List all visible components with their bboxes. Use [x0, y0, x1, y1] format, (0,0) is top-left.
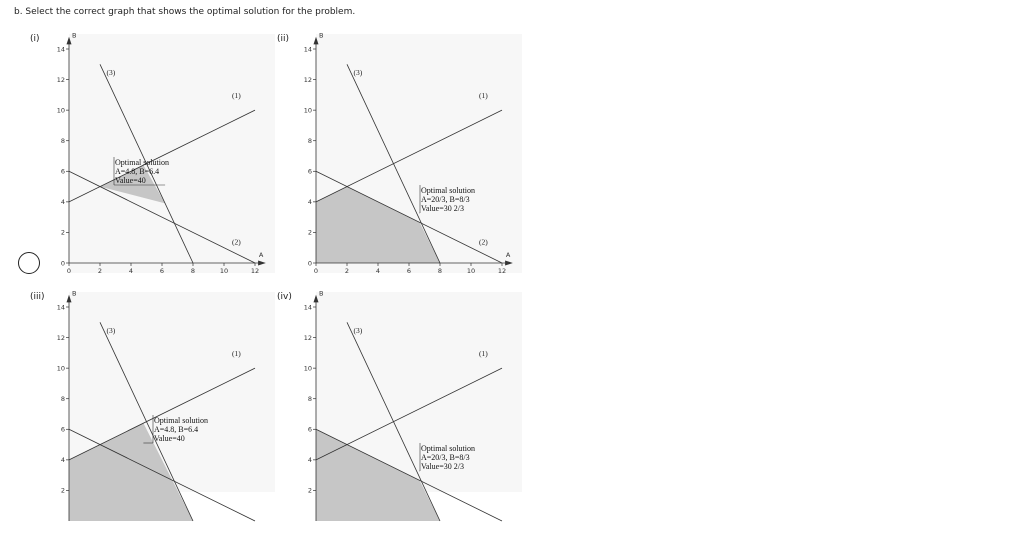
y-tick-label: 8 — [308, 395, 312, 403]
y-axis-arrow — [313, 36, 319, 45]
constraint-line-3 — [99, 64, 194, 264]
y-tick-label: 12 — [57, 76, 65, 84]
y-tick-label: 0 — [61, 259, 65, 267]
constraint-line-2 — [68, 170, 256, 264]
y-tick-label: 12 — [304, 76, 312, 84]
chart-ii: B A 0 2 4 6 8 10 12 14 0 2 4 6 8 10 12 (1) (2) (3) Optimal s… — [304, 32, 522, 275]
y-axis-label: B — [72, 290, 76, 298]
y-tick-label: 14 — [57, 303, 65, 311]
y-tick-label: 4 — [308, 456, 312, 464]
annotation-title: Optimal solution — [421, 186, 475, 195]
plot-background — [69, 34, 275, 273]
annotation-coords: A=4.8, B=6.4 — [115, 167, 159, 176]
x-axis-arrow — [258, 260, 266, 266]
annotation-value: Value=40 — [154, 434, 185, 443]
constraint-label-3: (3) — [353, 326, 362, 335]
y-tick-label: 6 — [308, 168, 312, 176]
constraint-label-3: (3) — [106, 68, 115, 77]
annotation-title: Optimal solution — [115, 158, 169, 167]
y-tick-label: 4 — [61, 456, 65, 464]
y-tick-label: 2 — [308, 229, 312, 237]
y-axis-label: B — [319, 290, 323, 298]
annotation-value: Value=30 2/3 — [421, 204, 464, 213]
y-tick-label: 8 — [308, 137, 312, 145]
x-axis-label: A — [259, 251, 264, 259]
y-tick-label: 10 — [304, 106, 312, 114]
x-tick-label: 0 — [67, 267, 71, 275]
y-axis-arrow — [66, 36, 72, 45]
y-tick-label: 8 — [61, 137, 65, 145]
option-label: (ii) — [277, 34, 290, 44]
question-text: b. Select the correct graph that shows t… — [14, 7, 356, 17]
constraint-line-3 — [346, 322, 441, 522]
x-tick-label: 8 — [438, 267, 442, 275]
option-label: (i) — [30, 34, 40, 44]
graph-option-iii[interactable]: (iii) B 2 4 6 8 10 12 14 (1) (3) Optimal solution A… — [30, 290, 285, 542]
constraint-line-3 — [99, 322, 194, 522]
x-tick-label: 12 — [251, 267, 259, 275]
annotation-coords: A=20/3, B=8/3 — [421, 195, 470, 204]
constraint-label-2: (2) — [232, 238, 241, 247]
constraint-label-1: (1) — [232, 349, 241, 358]
annotation-value: Value=40 — [115, 176, 146, 185]
constraint-label-1: (1) — [479, 91, 488, 100]
constraint-label-3: (3) — [353, 68, 362, 77]
y-axis-arrow — [66, 294, 72, 303]
y-tick-label: 10 — [304, 364, 312, 372]
x-tick-label: 2 — [345, 267, 349, 275]
x-tick-label: 4 — [376, 267, 380, 275]
constraint-line-3 — [346, 64, 441, 264]
y-tick-label: 4 — [308, 198, 312, 206]
constraint-label-2: (2) — [479, 238, 488, 247]
y-tick-label: 2 — [61, 229, 65, 237]
x-tick-label: 0 — [314, 267, 318, 275]
y-tick-label: 6 — [61, 426, 65, 434]
x-tick-label: 2 — [98, 267, 102, 275]
x-tick-label: 6 — [407, 267, 411, 275]
graph-option-ii[interactable]: (ii) B A 0 2 4 6 8 10 12 14 0 2 4 6 8 10 12 (1) (2) (3) Opti… — [277, 32, 532, 284]
constraint-line-2 — [315, 170, 503, 264]
x-tick-label: 10 — [220, 267, 228, 275]
y-tick-label: 6 — [61, 168, 65, 176]
y-tick-label: 14 — [57, 45, 65, 53]
y-axis-label: B — [319, 32, 323, 40]
y-axis-label: B — [72, 32, 76, 40]
constraint-label-3: (3) — [106, 326, 115, 335]
constraint-label-1: (1) — [232, 91, 241, 100]
y-tick-label: 6 — [308, 426, 312, 434]
y-tick-label: 12 — [304, 334, 312, 342]
y-tick-label: 12 — [57, 334, 65, 342]
x-tick-label: 8 — [191, 267, 195, 275]
annotation-title: Optimal solution — [154, 416, 208, 425]
constraint-label-1: (1) — [479, 349, 488, 358]
y-tick-label: 4 — [61, 198, 65, 206]
option-label: (iii) — [30, 292, 45, 302]
option-label: (iv) — [277, 292, 292, 302]
radio-button[interactable] — [18, 252, 40, 274]
y-tick-label: 14 — [304, 303, 312, 311]
y-axis-arrow — [313, 294, 319, 303]
y-tick-label: 8 — [61, 395, 65, 403]
graph-option-i[interactable]: (i) B A 0 2 4 6 8 10 12 14 0 2 4 6 8 10 12 (1) (2) (3) Optim… — [18, 32, 285, 284]
x-tick-label: 12 — [498, 267, 506, 275]
x-axis-label: A — [506, 251, 511, 259]
x-tick-label: 4 — [129, 267, 133, 275]
annotation-coords: A=20/3, B=8/3 — [421, 453, 470, 462]
y-tick-label: 10 — [57, 106, 65, 114]
x-tick-label: 6 — [160, 267, 164, 275]
annotation-value: Value=30 2/3 — [421, 462, 464, 471]
feasible-region — [316, 186, 440, 263]
x-axis-arrow — [505, 260, 513, 266]
y-tick-label: 10 — [57, 364, 65, 372]
annotation-coords: A=4.8, B=6.4 — [154, 425, 198, 434]
y-tick-label: 14 — [304, 45, 312, 53]
graph-option-iv[interactable]: (iv) B 2 4 6 8 10 12 14 (1) (3) Optimal solution A=… — [277, 290, 532, 542]
annotation-title: Optimal solution — [421, 444, 475, 453]
y-tick-label: 0 — [308, 259, 312, 267]
chart-i: B A 0 2 4 6 8 10 12 14 0 2 4 6 8 10 12 (1) (2) (3) Optimal s… — [57, 32, 275, 275]
x-tick-label: 10 — [467, 267, 475, 275]
